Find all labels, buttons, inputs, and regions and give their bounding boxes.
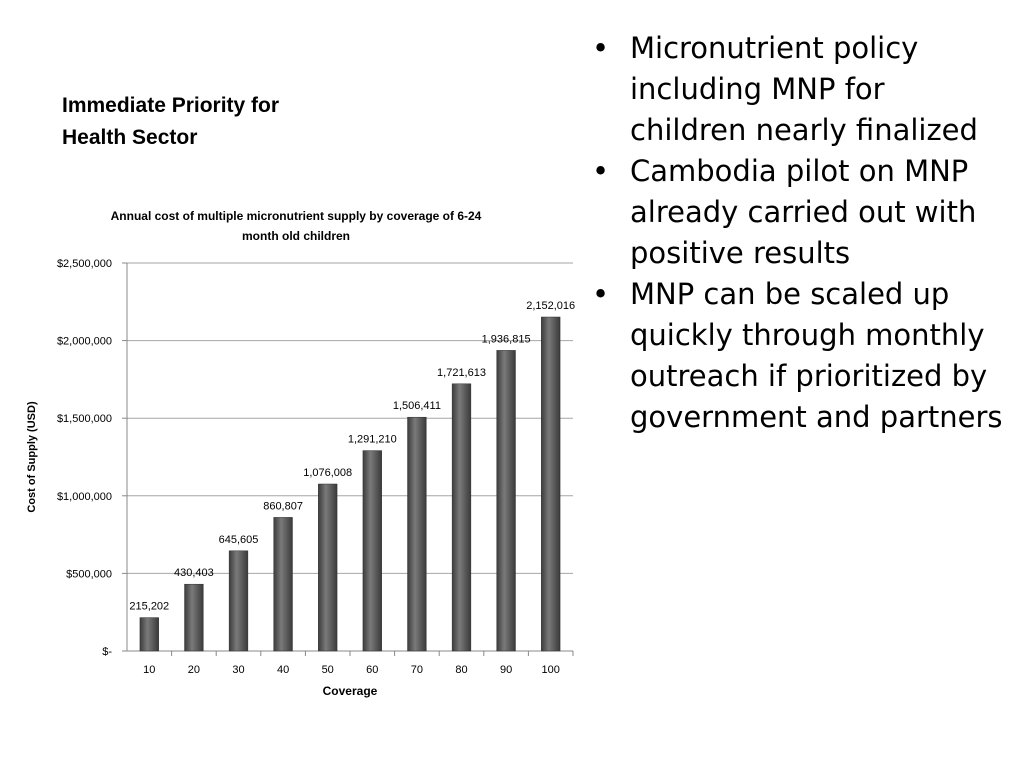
bar-value-label: 430,403	[174, 567, 214, 579]
bar-value-label: 1,936,815	[482, 333, 531, 345]
bar	[362, 450, 382, 652]
bar	[496, 350, 516, 652]
bullet-list: • Micronutrient policy including MNP for…	[588, 28, 1008, 438]
x-tick-label: 90	[500, 664, 512, 676]
bar-value-label: 1,076,008	[303, 467, 352, 479]
x-tick-label: 100	[542, 664, 560, 676]
bar	[184, 583, 204, 652]
bullet-text: MNP can be scaled up quickly through mon…	[630, 277, 1003, 434]
y-tick-label: $500,000	[66, 568, 112, 580]
y-tick-label: $1,000,000	[57, 491, 112, 503]
x-tick-label: 60	[366, 664, 378, 676]
bar	[451, 383, 472, 652]
x-tick-label: 30	[232, 664, 244, 676]
y-axis-label: Cost of Supply (USD)	[26, 401, 38, 513]
y-tick-label: $1,500,000	[57, 413, 112, 425]
bar	[273, 517, 293, 652]
bullet-text: Micronutrient policy including MNP for c…	[630, 31, 978, 147]
bar-value-label: 1,721,613	[437, 367, 486, 379]
bar-value-label: 1,506,411	[393, 400, 441, 412]
chart-title-line-2: month old children	[242, 229, 350, 243]
x-tick-label: 70	[411, 664, 423, 676]
bar-value-label: 1,291,210	[348, 434, 397, 446]
x-axis-label: Coverage	[323, 684, 378, 698]
bar	[228, 550, 249, 652]
bar-value-label: 2,152,016	[526, 300, 575, 312]
bullet-icon: •	[592, 154, 610, 188]
x-tick-label: 10	[143, 664, 155, 676]
bar	[541, 316, 561, 652]
bar	[318, 483, 338, 652]
y-tick-label: $2,500,000	[57, 258, 112, 270]
y-tick-label: $-	[102, 646, 112, 658]
bullet-item: • MNP can be scaled up quickly through m…	[588, 274, 1008, 438]
bar	[407, 416, 427, 652]
bullet-item: • Cambodia pilot on MNP already carried …	[588, 151, 1008, 274]
slide-title: Immediate Priority for Health Sector	[62, 94, 280, 149]
bullet-icon: •	[592, 31, 610, 65]
bar-value-label: 215,202	[129, 601, 169, 613]
data-labels: 215,202 430,403 645,605 860,807 1,076,008 1,2…	[129, 300, 575, 613]
bars	[139, 316, 561, 652]
chart-title-line-1: Annual cost of multiple micronutrient su…	[111, 209, 482, 223]
x-tick-label: 20	[188, 664, 200, 676]
bullet-item: • Micronutrient policy including MNP for…	[588, 28, 1008, 151]
x-tick-label: 80	[455, 664, 467, 676]
chart-svg: Annual cost of multiple micronutrient su…	[26, 209, 575, 698]
x-tick-label: 40	[277, 664, 289, 676]
bar-chart: Annual cost of multiple micronutrient su…	[0, 200, 590, 710]
bar	[139, 617, 159, 652]
y-tick-label: $2,000,000	[57, 336, 112, 348]
bullet-icon: •	[592, 277, 610, 311]
bar-value-label: 860,807	[263, 500, 303, 512]
bullet-text: Cambodia pilot on MNP already carried ou…	[630, 154, 977, 270]
x-tick-label: 50	[322, 664, 334, 676]
bar-value-label: 645,605	[219, 534, 259, 546]
